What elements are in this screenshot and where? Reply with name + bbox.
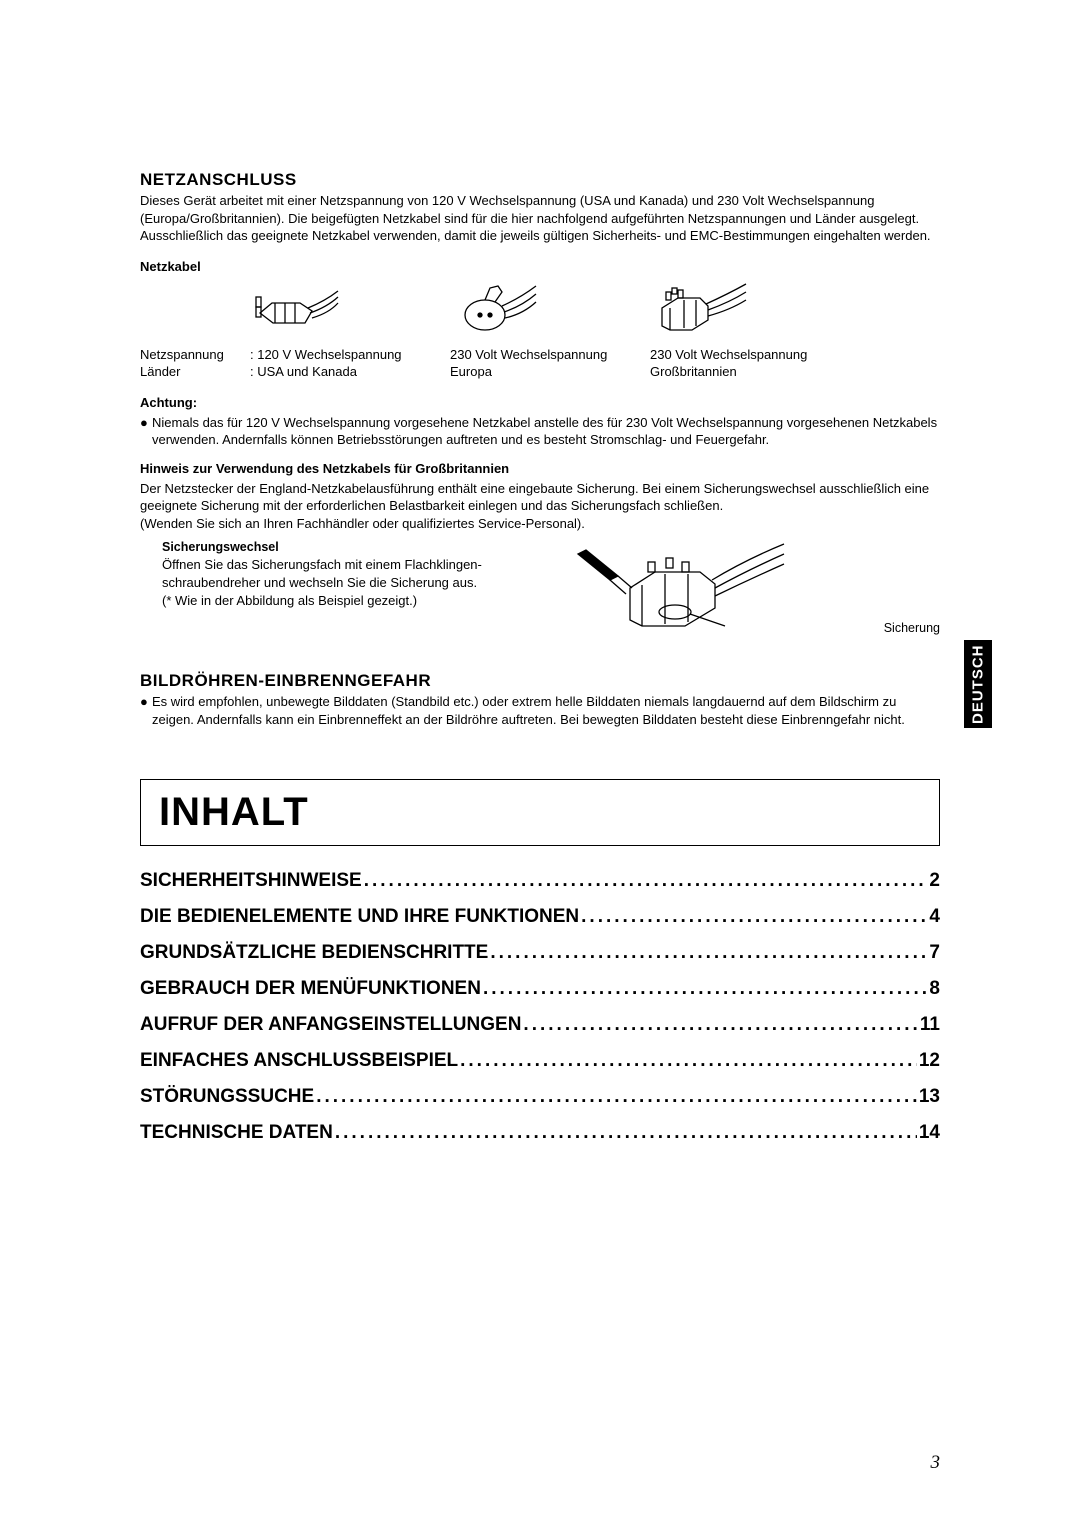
achtung-label: Achtung: — [140, 395, 940, 410]
achtung-bullet: ● Niemals das für 120 V Wechselspannung … — [140, 414, 940, 449]
toc-page: 7 — [929, 942, 940, 964]
toc-page: 14 — [919, 1122, 940, 1144]
fuse-diagram: Sicherung — [570, 540, 940, 635]
bullet-icon: ● — [140, 414, 152, 449]
toc-page: 2 — [929, 870, 940, 892]
toc-row: AUFRUF DER ANFANGSEINSTELLUNGEN ........… — [140, 1014, 940, 1036]
hinweis-label: Hinweis zur Verwendung des Netzkabels fü… — [140, 461, 940, 476]
netz-paragraph: Dieses Gerät arbeitet mit einer Netzspan… — [140, 192, 940, 245]
page-number: 3 — [931, 1452, 941, 1474]
country-row: Länder : USA und Kanada Europa Großbrita… — [140, 363, 940, 381]
voltage-row-label: Netzspannung — [140, 346, 250, 364]
toc-page: 8 — [929, 978, 940, 1000]
voltage-col2: 230 Volt Wechselspannung — [450, 346, 650, 364]
toc-row: TECHNISCHE DATEN .......................… — [140, 1122, 940, 1144]
toc-label: TECHNISCHE DATEN — [140, 1122, 333, 1144]
toc-label: EINFACHES ANSCHLUSSBEISPIEL — [140, 1050, 458, 1072]
toc-page: 11 — [920, 1014, 940, 1036]
hinweis-text: Der Netzstecker der England-Netzkabelaus… — [140, 480, 940, 533]
toc-label: SICHERHEITSHINWEISE — [140, 870, 362, 892]
toc-label: GEBRAUCH DER MENÜFUNKTIONEN — [140, 978, 481, 1000]
table-of-contents: SICHERHEITSHINWEISE ....................… — [140, 870, 940, 1144]
voltage-row: Netzspannung : 120 V Wechselspannung 230… — [140, 346, 940, 364]
bullet-icon: ● — [140, 693, 152, 728]
plug-us-icon — [250, 280, 450, 336]
toc-label: AUFRUF DER ANFANGSEINSTELLUNGEN — [140, 1014, 521, 1036]
toc-page: 12 — [919, 1050, 940, 1072]
bild-bullet: ● Es wird empfohlen, unbewegte Bilddaten… — [140, 693, 940, 728]
bild-text: Es wird empfohlen, unbewegte Bilddaten (… — [152, 693, 940, 728]
toc-page: 4 — [929, 906, 940, 928]
netzkabel-label: Netzkabel — [140, 259, 940, 274]
toc-dots: ........................................… — [490, 942, 927, 964]
toc-dots: ........................................… — [483, 978, 927, 1000]
toc-row: STÖRUNGSSUCHE ..........................… — [140, 1086, 940, 1108]
language-tab: DEUTSCH — [964, 640, 992, 728]
toc-row: SICHERHEITSHINWEISE ....................… — [140, 870, 940, 892]
country-col3: Großbritannien — [650, 363, 880, 381]
toc-row: GRUNDSÄTZLICHE BEDIENSCHRITTE ..........… — [140, 942, 940, 964]
toc-page: 13 — [919, 1086, 940, 1108]
toc-row: GEBRAUCH DER MENÜFUNKTIONEN ............… — [140, 978, 940, 1000]
country-col2: Europa — [450, 363, 650, 381]
manual-page: NETZANSCHLUSS Dieses Gerät arbeitet mit … — [0, 0, 1080, 1529]
section-title-netz: NETZANSCHLUSS — [140, 170, 940, 190]
fuse-callout-label: Sicherung — [884, 621, 940, 635]
sicherung-text: Öffnen Sie das Sicherungsfach mit einem … — [140, 556, 560, 609]
voltage-col3: 230 Volt Wechselspannung — [650, 346, 880, 364]
toc-label: DIE BEDIENELEMENTE UND IHRE FUNKTIONEN — [140, 906, 579, 928]
plug-eu-icon — [450, 280, 650, 336]
plug-image-row — [140, 280, 940, 336]
toc-dots: ........................................… — [335, 1122, 917, 1144]
toc-dots: ........................................… — [460, 1050, 917, 1072]
inhalt-box: INHALT — [140, 779, 940, 846]
toc-label: STÖRUNGSSUCHE — [140, 1086, 314, 1108]
achtung-text: Niemals das für 120 V Wechselspannung vo… — [152, 414, 940, 449]
section-title-bild: BILDRÖHREN-EINBRENNGEFAHR — [140, 671, 940, 691]
toc-dots: ........................................… — [523, 1014, 917, 1036]
inhalt-title: INHALT — [159, 790, 921, 835]
toc-row: EINFACHES ANSCHLUSSBEISPIEL ............… — [140, 1050, 940, 1072]
toc-dots: ........................................… — [364, 870, 928, 892]
toc-label: GRUNDSÄTZLICHE BEDIENSCHRITTE — [140, 942, 488, 964]
toc-dots: ........................................… — [316, 1086, 917, 1108]
plug-uk-icon — [650, 280, 880, 336]
country-row-label: Länder — [140, 363, 250, 381]
fuse-block: Sicherungswechsel Öffnen Sie das Sicheru… — [140, 540, 940, 635]
voltage-col1: : 120 V Wechselspannung — [250, 346, 450, 364]
country-col1: : USA und Kanada — [250, 363, 450, 381]
toc-dots: ........................................… — [581, 906, 927, 928]
toc-row: DIE BEDIENELEMENTE UND IHRE FUNKTIONEN .… — [140, 906, 940, 928]
sicherung-label: Sicherungswechsel — [140, 540, 560, 554]
